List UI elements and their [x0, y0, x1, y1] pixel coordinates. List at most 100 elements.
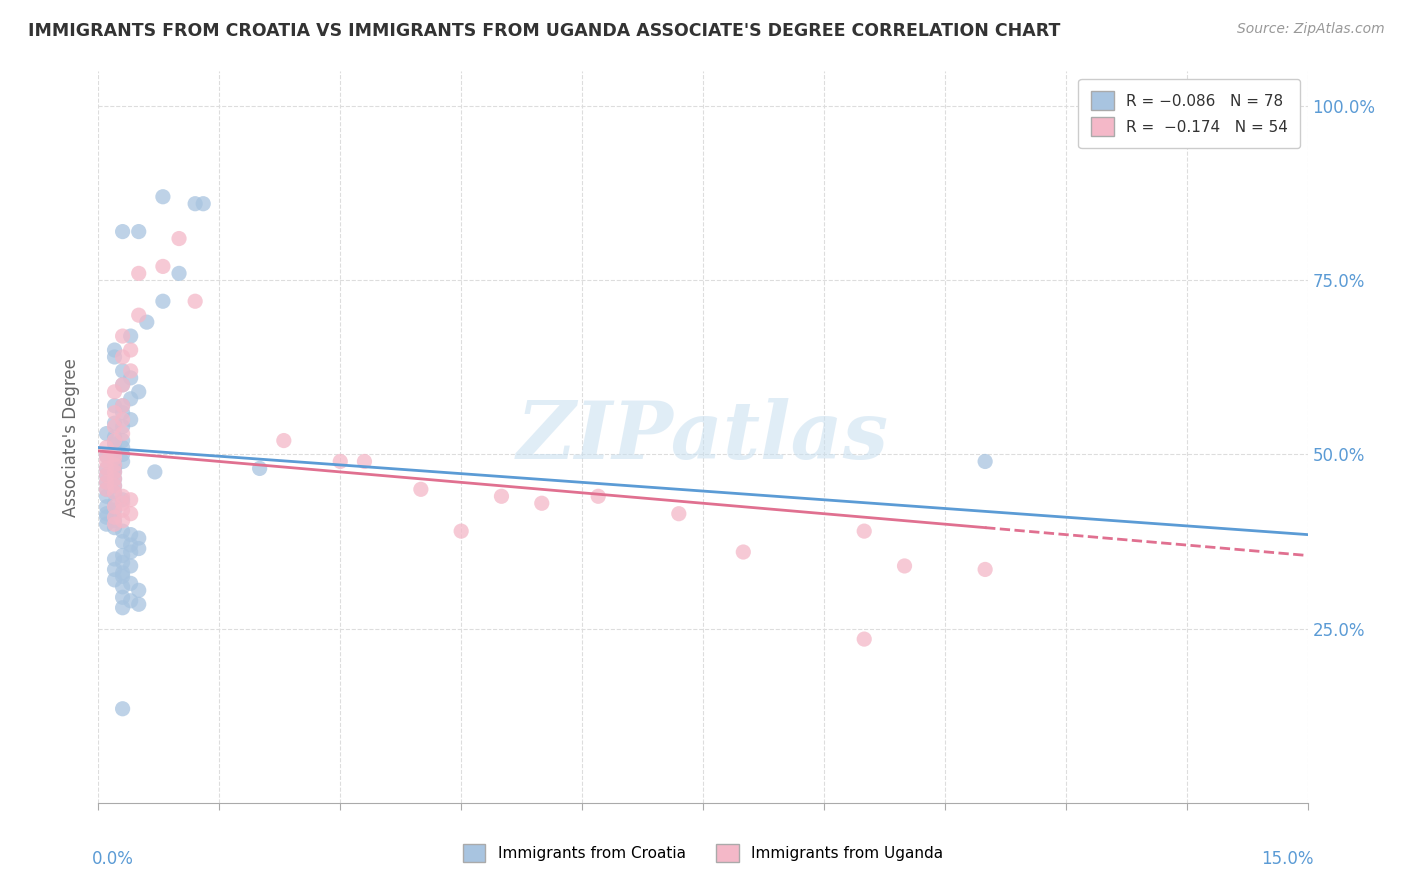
Point: [143, 465, 166, 479]
Point: [111, 399, 134, 413]
Point: [103, 450, 125, 465]
Point: [103, 458, 125, 472]
Point: [96, 510, 118, 524]
Point: [120, 412, 142, 426]
Point: [103, 384, 125, 399]
Point: [120, 329, 142, 343]
Point: [128, 308, 150, 322]
Point: [586, 489, 609, 503]
Point: [853, 524, 876, 538]
Point: [128, 225, 150, 239]
Point: [111, 406, 134, 420]
Point: [111, 426, 134, 441]
Point: [329, 454, 352, 468]
Point: [103, 517, 125, 532]
Point: [103, 496, 125, 510]
Text: ZIPatlas: ZIPatlas: [517, 399, 889, 475]
Point: [111, 448, 134, 462]
Point: [103, 434, 125, 448]
Point: [103, 552, 125, 566]
Point: [111, 580, 134, 594]
Point: [152, 260, 174, 274]
Point: [103, 416, 125, 430]
Point: [96, 461, 118, 475]
Point: [167, 266, 190, 280]
Point: [96, 489, 118, 503]
Point: [103, 430, 125, 444]
Text: IMMIGRANTS FROM CROATIA VS IMMIGRANTS FROM UGANDA ASSOCIATE'S DEGREE CORRELATION: IMMIGRANTS FROM CROATIA VS IMMIGRANTS FR…: [28, 22, 1060, 40]
Point: [111, 364, 134, 378]
Point: [128, 384, 150, 399]
Point: [111, 566, 134, 580]
Point: [128, 531, 150, 545]
Point: [96, 468, 118, 483]
Point: [103, 448, 125, 462]
Point: [103, 461, 125, 475]
Point: [120, 364, 142, 378]
Point: [103, 437, 125, 451]
Point: [103, 419, 125, 434]
Point: [103, 472, 125, 486]
Point: [96, 475, 118, 490]
Point: [96, 517, 118, 532]
Point: [530, 496, 553, 510]
Point: [152, 190, 174, 204]
Point: [974, 454, 997, 468]
Point: [111, 377, 134, 392]
Point: [111, 549, 134, 563]
Point: [853, 632, 876, 646]
Point: [103, 514, 125, 528]
Point: [111, 412, 134, 426]
Point: [96, 468, 118, 483]
Point: [893, 558, 915, 573]
Point: [111, 534, 134, 549]
Point: [103, 479, 125, 493]
Point: [111, 350, 134, 364]
Point: [103, 343, 125, 357]
Point: [111, 454, 134, 468]
Point: [103, 444, 125, 458]
Point: [103, 406, 125, 420]
Point: [111, 503, 134, 517]
Point: [103, 465, 125, 479]
Y-axis label: Associate's Degree: Associate's Degree: [62, 358, 80, 516]
Point: [184, 294, 207, 309]
Point: [96, 441, 118, 455]
Point: [152, 294, 174, 309]
Point: [491, 489, 513, 503]
Point: [184, 196, 207, 211]
Point: [193, 196, 215, 211]
Point: [111, 569, 134, 583]
Point: [111, 377, 134, 392]
Point: [111, 419, 134, 434]
Point: [128, 266, 150, 280]
Point: [120, 558, 142, 573]
Point: [103, 472, 125, 486]
Point: [273, 434, 295, 448]
Point: [103, 479, 125, 493]
Point: [103, 500, 125, 514]
Point: [103, 510, 125, 524]
Point: [103, 458, 125, 472]
Point: [111, 492, 134, 507]
Point: [103, 521, 125, 535]
Point: [103, 485, 125, 500]
Point: [103, 450, 125, 465]
Point: [96, 483, 118, 497]
Point: [111, 514, 134, 528]
Point: [103, 485, 125, 500]
Point: [111, 441, 134, 455]
Point: [120, 538, 142, 552]
Point: [103, 562, 125, 576]
Point: [103, 399, 125, 413]
Point: [96, 426, 118, 441]
Point: [96, 449, 118, 463]
Point: [103, 503, 125, 517]
Point: [111, 489, 134, 503]
Point: [120, 371, 142, 385]
Point: [96, 475, 118, 490]
Point: [128, 597, 150, 611]
Point: [111, 329, 134, 343]
Point: [111, 399, 134, 413]
Point: [111, 434, 134, 448]
